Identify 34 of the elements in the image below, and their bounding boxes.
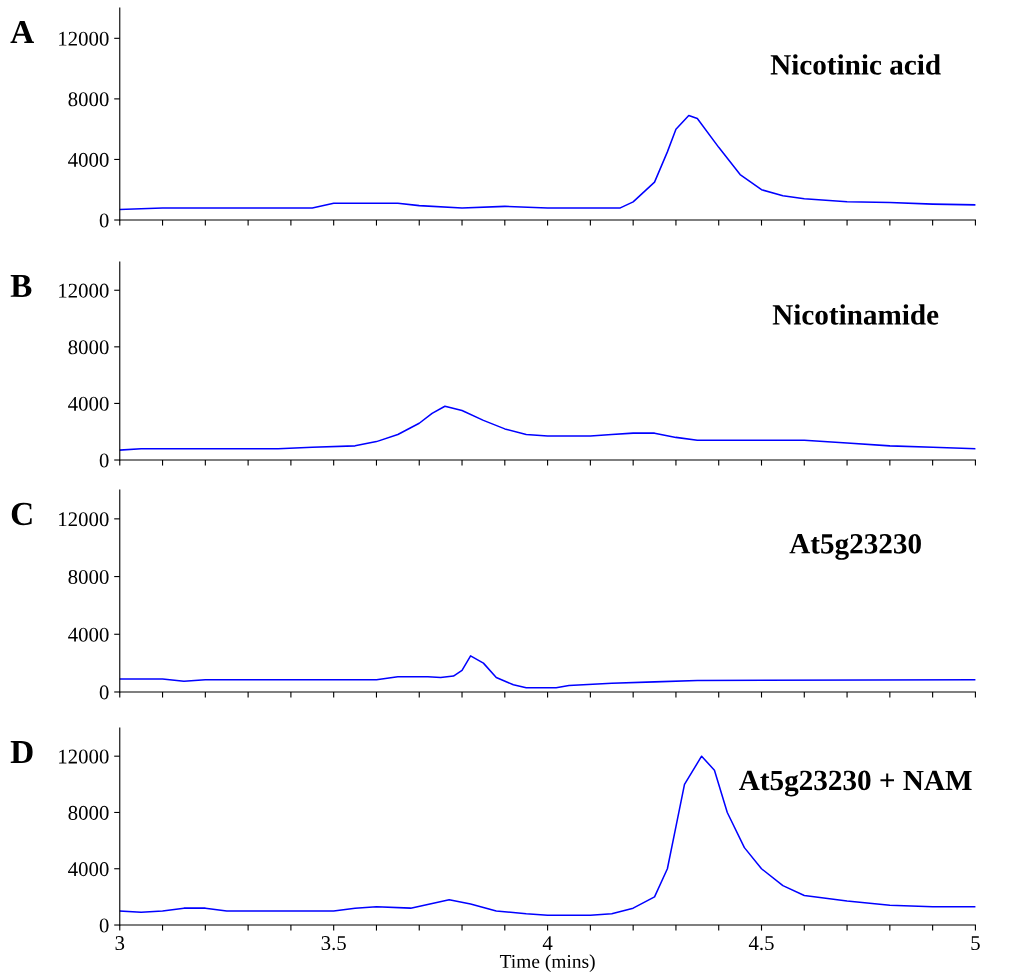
line-series: [119, 114, 976, 211]
x-tick-label: 5: [971, 936, 980, 951]
y-tick-label: 4000: [68, 152, 109, 167]
text: D: [10, 741, 33, 763]
y-tick-label: 12000: [59, 749, 109, 764]
annotation: Nicotinamide: [772, 304, 939, 325]
y-tick-label: 4000: [68, 627, 109, 642]
y-tick-label: 4000: [68, 862, 109, 877]
y-tick-label: 8000: [68, 340, 109, 355]
y-tick-label: 12000: [59, 512, 109, 527]
y-tick-label: 12000: [59, 283, 109, 298]
x-tick-label: 3: [115, 936, 125, 951]
y-tick-label: 8000: [68, 92, 109, 107]
x-tick-label: 4.5: [748, 936, 774, 951]
annotation: Nicotinic acid: [770, 54, 941, 75]
line-series: [119, 755, 976, 916]
y-tick-label: 0: [99, 213, 109, 228]
y-tick-label: 0: [99, 453, 109, 468]
x-tick-label: 4: [542, 936, 553, 950]
line-series: [119, 405, 976, 451]
y-tick-label: 0: [99, 685, 109, 700]
x-tick-label: 3.5: [321, 936, 346, 951]
y-tick-label: 4000: [68, 396, 109, 411]
text: A: [10, 20, 34, 43]
text: B: [10, 275, 32, 297]
annotation: At5g23230: [789, 533, 921, 560]
line-series: [119, 655, 976, 689]
y-tick-label: 8000: [68, 805, 109, 820]
annotation: At5g23230 + NAM: [739, 770, 972, 797]
x-axis-title: Time (mins): [499, 954, 595, 972]
y-tick-label: 12000: [59, 31, 109, 46]
y-tick-label: 0: [99, 918, 109, 933]
y-tick-label: 8000: [68, 569, 109, 584]
text: C: [11, 502, 32, 526]
